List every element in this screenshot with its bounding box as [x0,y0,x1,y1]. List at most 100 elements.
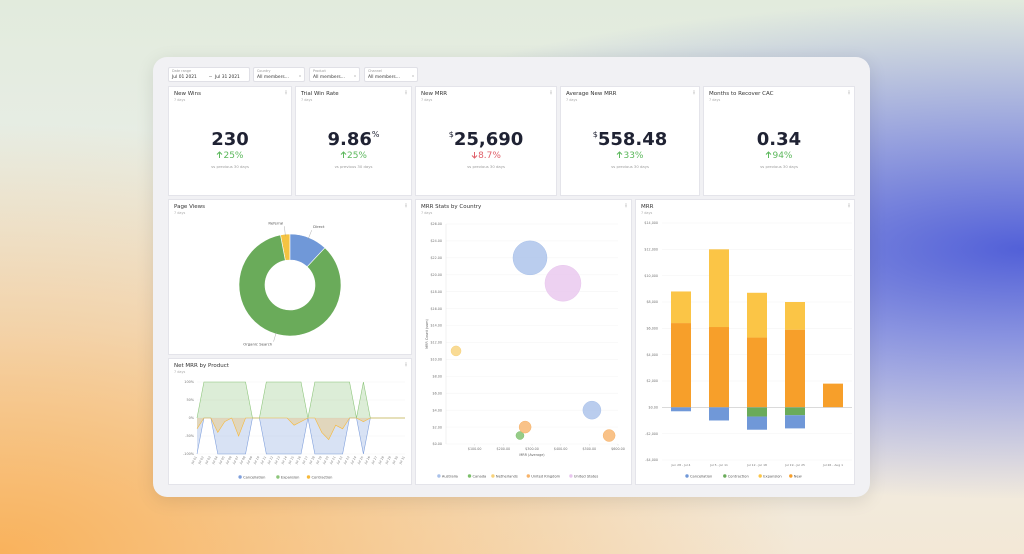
trend-arrow [617,151,623,158]
filter-label: Country [257,69,271,73]
slice-label: Organic Search [243,342,273,347]
menu-dot [405,91,407,93]
slice-label: Referral [268,220,283,225]
chart-panel: Page Views 7 days [168,199,412,355]
legend-label: United Kingdom [531,474,560,478]
y-tick-label: $20.00 [430,273,442,277]
kpi-change-row: 25% [169,151,291,161]
y-tick-label: $10.00 [430,358,442,362]
chart-panel: Net MRR by Product 7 days [168,358,412,485]
x-tick-label: Jul 25 [356,455,364,465]
chart-subtitle: 7 days [174,370,186,374]
x-tick-label: Jul 12 - Jul 18 [746,463,767,467]
y-tick-label: $12,000 [644,248,658,252]
kpi-change-row: 8.7% [416,151,556,161]
y-tick-label: $8,000 [646,300,658,304]
x-tick-label: Jul 18 [308,455,316,465]
kpi-unit: % [371,130,380,139]
y-tick-label: $2.00 [433,425,442,429]
bar-segment [823,383,843,408]
kpi-value-row: 0.34 [704,129,854,150]
kpi-change: 94% [772,151,793,161]
area-fill [197,382,405,418]
y-tick-label: $24.00 [430,239,442,243]
x-tick-label: Jul 30 [391,455,399,465]
arrow [217,151,223,158]
y-tick-label: -100% [183,452,195,456]
bubble [518,420,532,434]
bar-segment [785,329,805,408]
y-tick-label: $16.00 [430,307,442,311]
y-tick-label: $0.00 [433,442,442,446]
kpi-value: 0.34 [756,129,802,150]
menu-dot [550,90,552,92]
legend-swatch [685,474,689,478]
kpi-change-row: 25% [296,151,411,161]
slice-label: Direct [313,224,325,229]
bar-segment [709,327,729,408]
x-tick-label: $300.00 [525,447,539,451]
bubble [544,264,582,302]
legend-label: Contraction [728,474,749,478]
x-tick-label: Jul 06 [224,455,232,465]
menu-dot [848,93,850,95]
x-tick-label: Jul 13 [273,455,281,465]
bubble [450,345,462,357]
menu-dot [285,91,287,93]
menu-dot [405,90,407,92]
legend-swatch [723,474,727,478]
x-tick-label: Jul 02 [197,455,205,465]
chevron [353,75,357,77]
x-tick-label: Jul 27 [370,455,378,465]
menu-dot [405,365,407,367]
legend-swatch [238,475,242,479]
kpi-value-row: $25,690 [416,129,556,150]
legend-swatch [526,474,530,478]
x-tick-label: Jul 29 [384,455,392,465]
kpi-title: New Wins [174,91,201,97]
bubble [512,240,548,276]
menu-dot [405,204,407,206]
x-tick-label: $400.00 [554,447,568,451]
arrow [766,151,772,158]
kpi-title: New MRR [421,91,448,97]
kpi-subtitle: 7 days [174,98,186,102]
area-line [196,417,405,441]
legend-swatch [569,474,573,478]
menu-dot [625,206,627,208]
arrow [340,151,347,158]
y-tick-label: -$4,000 [645,458,658,462]
chart-subtitle: 7 days [641,211,653,215]
legend-swatch [306,475,311,479]
x-tick-label: Jul 26 - Aug 1 [822,463,843,467]
filter-label: Channel [368,69,382,73]
y-tick-label: $6,000 [646,327,658,331]
y-tick-label: $12.00 [430,341,442,345]
legend-swatch [758,474,762,478]
y-tick-label: $14,000 [644,221,658,225]
legend-swatch [276,475,280,479]
x-tick-label: Jul 12 [266,455,274,465]
menu-dot [285,93,287,95]
legend-label: Canada [473,474,487,478]
kpi-comparison: vs previous 30 days [760,164,798,169]
x-tick-label: Jul 04 [211,455,219,465]
menu-dot [848,204,850,206]
filter-value: Jul 31 2021 [215,75,240,80]
chart-title: Page Views [174,204,205,210]
x-tick-label: Jul 26 [363,455,371,465]
legend-label: Contraction [312,475,333,479]
menu-dot [848,90,850,92]
bubble [582,400,602,420]
kpi-card: New Wins 7 days 230 25% vs previous 30 days [168,86,292,196]
x-tick-label: Jul 17 [301,455,309,465]
kpi-card: Average New MRR 7 days $558.48 33% vs previo… [560,86,700,196]
kpi-comparison: vs previous 30 days [467,164,505,169]
legend-label: Australia [442,474,458,478]
kpi-card: Trial Win Rate 7 days 9.86% 25% vs previous … [295,86,412,196]
chart-subtitle: 7 days [174,211,186,215]
legend-swatch [491,474,495,478]
kpi-title: Months to Recover CAC [709,91,774,97]
y-tick-label: $4.00 [433,408,442,412]
